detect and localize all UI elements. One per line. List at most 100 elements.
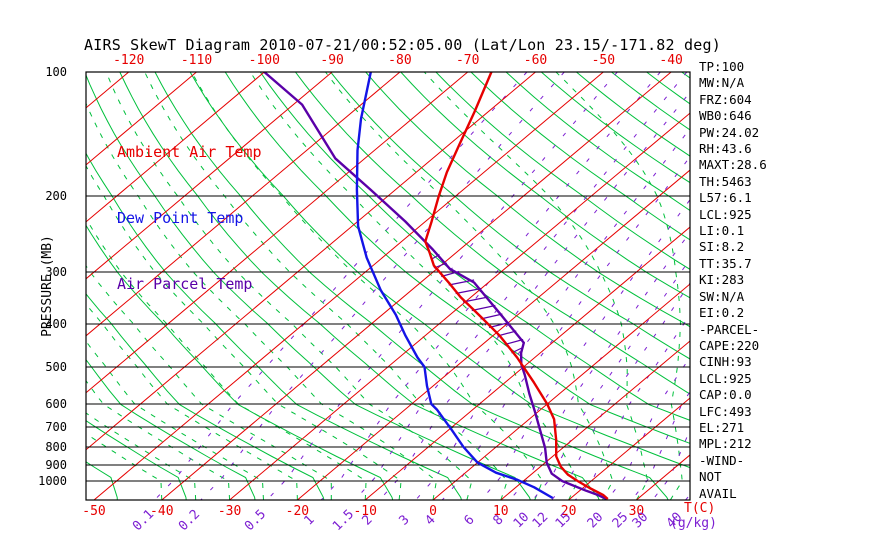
bottom-axis-tick-label: -40 [150, 504, 173, 519]
mixing-ratio-tick-label: 0.2 [176, 507, 203, 534]
bottom-axis-tick-label: -10 [353, 504, 376, 519]
mixing-ratio-line [631, 390, 690, 500]
dewpoint-temp-curve [355, 72, 554, 500]
cape-hatch-mark [504, 338, 524, 346]
isotherm-line [297, 169, 690, 500]
pressure-tick-label: 700 [45, 420, 67, 434]
isotherm-line [500, 340, 690, 500]
cape-hatch-mark [462, 296, 489, 303]
cape-hatch-mark [488, 321, 510, 329]
cape-hatch-mark [455, 287, 482, 295]
pressure-tick-label: 600 [45, 397, 67, 411]
moist-adiabat-line [86, 303, 298, 500]
isotherm-line [86, 72, 197, 166]
stat-line: LCL:925 [699, 370, 752, 386]
stat-line: MAXT:28.6 [699, 157, 767, 173]
pressure-tick-label: 100 [45, 65, 67, 79]
bottom-axis-tick-label: 0 [429, 504, 437, 519]
dry-adiabat-line [505, 72, 690, 212]
top-axis-tick-label: -70 [456, 53, 479, 68]
pressure-tick-label: 300 [45, 265, 67, 279]
moist-adiabat-line [86, 165, 402, 500]
ambient-temp-curve [424, 72, 609, 500]
stat-line: -PARCEL- [699, 321, 760, 337]
stat-line: WB0:646 [699, 108, 752, 124]
cape-hatch-mark [471, 304, 496, 312]
isotherm-line [86, 72, 536, 451]
mixing-ratio-tick-label: 0.5 [242, 507, 269, 534]
moist-adiabat-line [86, 379, 231, 500]
dry-adiabat-line [540, 72, 690, 184]
stat-line: TT:35.7 [699, 255, 752, 271]
sounding-curves [263, 72, 609, 500]
dry-adiabat-line [752, 72, 870, 500]
stat-line: EL:271 [699, 419, 745, 435]
top-axis-tick-label: -60 [524, 53, 547, 68]
stat-line: LFC:493 [699, 403, 752, 419]
moist-adiabat-line [86, 412, 197, 500]
mixing-ratio-tick-label: 6 [461, 512, 477, 528]
top-axis-tick-label: -80 [388, 53, 411, 68]
dry-adiabat-line [470, 72, 690, 241]
mixing-ratio-line [154, 72, 528, 500]
pressure-tick-label: 200 [45, 189, 67, 203]
stat-line: AVAIL [699, 485, 737, 501]
pressure-tick-label: 500 [45, 360, 67, 374]
stat-line: L57:6.1 [699, 190, 752, 206]
dry-adiabat-line [86, 420, 187, 500]
pressure-tick-label: 900 [45, 458, 67, 472]
dry-adiabat-line [400, 72, 690, 299]
moist-adiabat-line [86, 433, 163, 500]
mixing-ratio-line [320, 72, 661, 500]
mixing-ratio-line [354, 72, 688, 500]
mixing-ratio-line [200, 72, 565, 500]
mixing-ratio-line [480, 198, 690, 500]
dry-adiabat-line [86, 461, 118, 500]
dry-adiabat-line [365, 72, 690, 328]
parcel-temp-curve [263, 72, 607, 500]
pressure-tick-label: 800 [45, 440, 67, 454]
stat-line: TH:5463 [699, 173, 752, 189]
moist-adiabat-line [105, 72, 473, 500]
bottom-axis-tick-label: -20 [286, 504, 309, 519]
dry-adiabat-line [86, 224, 394, 500]
stat-line: CAPE:220 [699, 337, 760, 353]
moist-adiabat-line [86, 340, 264, 500]
stat-line: TP:100 [699, 59, 745, 74]
pressure-tick-label: 1000 [38, 474, 67, 488]
moist-adiabat-line [86, 264, 332, 500]
mixing-unit-label: (g/kg) [670, 516, 717, 531]
isotherm-line [364, 226, 690, 500]
top-axis-tick-label: -50 [592, 53, 615, 68]
dry-adiabat-line [86, 359, 256, 500]
stat-line: CAP:0.0 [699, 387, 752, 403]
stats-panel: TP:100 MW:N/A FRZ:604 WB0:646 PW:24.02 RH:43.… [699, 59, 767, 502]
mixing-ratio-tick-label: 20 [585, 510, 607, 532]
legend-parcel-label: Air Parcel Temp [117, 275, 253, 293]
dry-adiabat-line [576, 72, 690, 157]
mixing-ratio-tick-label: 3 [396, 512, 412, 528]
stat-line: -WIND- [699, 452, 745, 468]
bottom-axis-tick-label: 20 [561, 504, 577, 519]
stat-line: FRZ:604 [699, 91, 752, 107]
dry-adiabat-line [330, 72, 690, 360]
moist-adiabat-line [144, 72, 508, 500]
bottom-axis-tick-label: -30 [218, 504, 241, 519]
pressure-tick-label: 400 [45, 317, 67, 331]
isotherm-line [86, 72, 401, 337]
isotherm-line [86, 72, 333, 280]
moist-adiabat-line [555, 72, 683, 500]
isotherm-line [568, 397, 690, 500]
moist-adiabat-line [249, 72, 579, 500]
isotherm-line [86, 72, 265, 223]
dry-adiabat-line [435, 72, 690, 270]
pressure-axis-title: PRESSURE (MB) [40, 235, 55, 337]
isotherm-line [86, 72, 469, 394]
stat-line: MW:N/A [699, 75, 745, 91]
mixing-ratio-line [532, 258, 690, 500]
top-axis-tick-label: -40 [659, 53, 682, 68]
stat-line: SI:8.2 [699, 239, 745, 255]
temp-unit-label: T(C) [684, 501, 715, 516]
stat-line: CINH:93 [699, 354, 752, 370]
